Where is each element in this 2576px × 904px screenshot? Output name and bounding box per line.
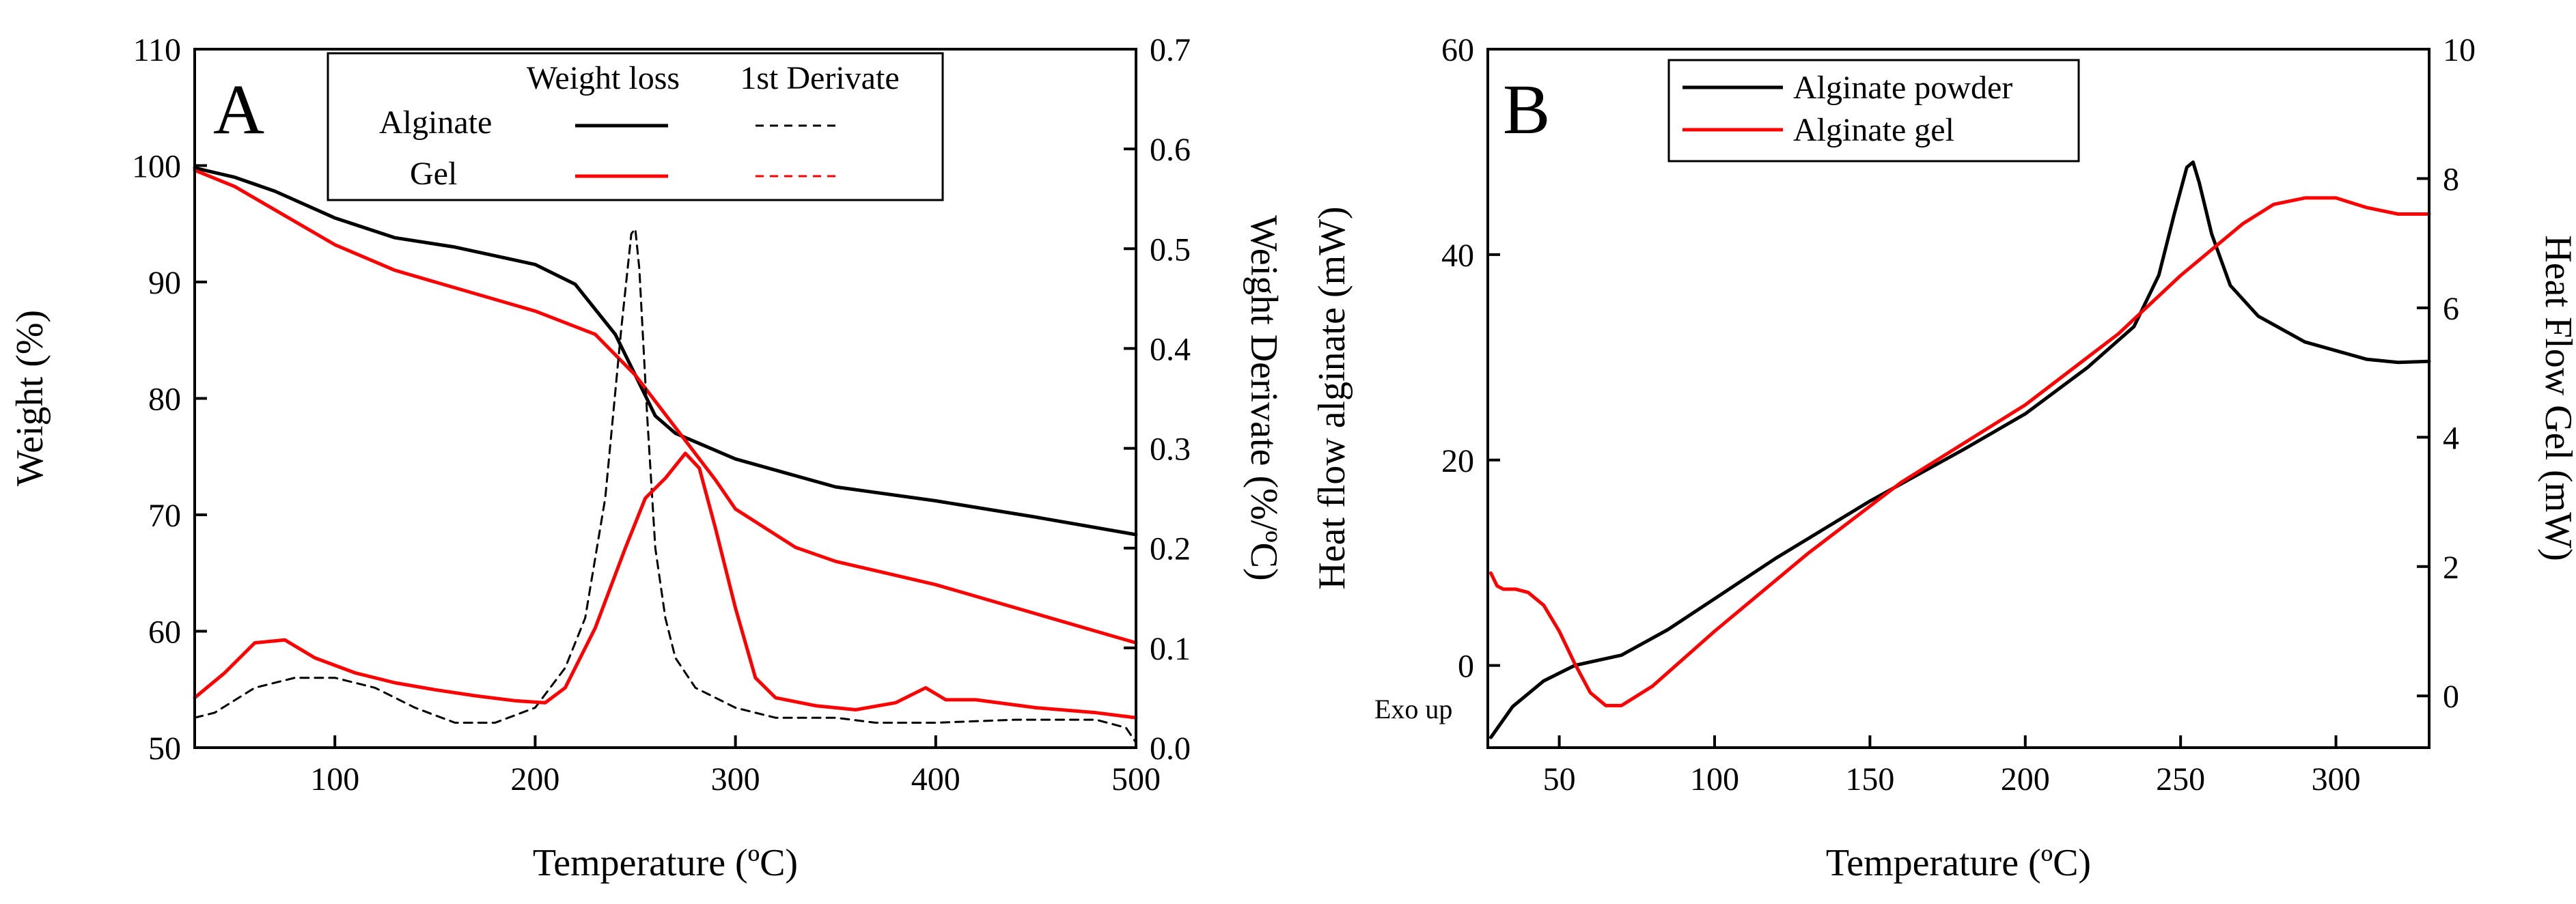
xtick-label: 150 (1845, 761, 1894, 797)
xtick-label: 250 (2156, 761, 2205, 797)
panel-b-ylabel: Heat flow alginate (mW) (1311, 206, 1353, 589)
legend-label-alginate-gel: Alginate gel (1793, 112, 1954, 148)
xtick-label: 400 (911, 761, 960, 797)
legend-row-alginate: Alginate (379, 104, 492, 141)
xtick-label: 300 (2312, 761, 2361, 797)
ytick-label: 70 (148, 498, 181, 534)
panel-a-ylabel: Weight (%) (9, 310, 51, 486)
xtick-label: 100 (1690, 761, 1739, 797)
xtick-label: 500 (1111, 761, 1161, 797)
ytick-label: 80 (148, 382, 181, 418)
xtick-label: 50 (1543, 761, 1576, 797)
exo-up-annotation: Exo up (1374, 694, 1452, 724)
panel-a-ticks: 100 200 300 400 500 50 60 70 80 90 100 110 0.0 0.1 0.2… (132, 32, 1191, 797)
panel-b-legend: Alginate powder Alginate gel (1667, 59, 2080, 163)
ytick-right-label: 6 (2443, 291, 2459, 327)
ytick-label: 60 (148, 615, 181, 651)
ytick-label: 100 (132, 149, 181, 185)
panel-a-xlabel: Temperature (ºC) (533, 842, 798, 884)
ytick-right-label: 2 (2443, 550, 2459, 586)
panel-a-label: A (213, 70, 264, 149)
ytick-right-label: 0.0 (1150, 731, 1191, 767)
series-line-b-0 (1489, 160, 2431, 739)
panel-b-frame (1486, 48, 2430, 749)
ytick-label: 0 (1458, 649, 1474, 685)
legend-col-weight-loss: Weight loss (527, 60, 680, 96)
ytick-label: 20 (1441, 443, 1474, 479)
ytick-right-label: 0.3 (1150, 432, 1191, 468)
xtick-label: 100 (310, 761, 359, 797)
series-line-b-1 (1489, 196, 2431, 707)
panel-b-curves (1489, 160, 2431, 739)
ytick-label: 110 (133, 32, 181, 68)
legend-row-gel: Gel (410, 156, 457, 192)
legend-col-derivate: 1st Derivate (740, 60, 899, 96)
legend-label-alginate-powder: Alginate powder (1793, 70, 2012, 106)
panel-b-ticks: 50 100 150 200 250 300 0 20 40 60 0 2 4 6 8 10 (1441, 32, 2476, 797)
series-line-a-2 (193, 227, 1137, 744)
ytick-label: 40 (1441, 238, 1474, 274)
panel-a-ylabel-right: Weight Derivate (%/ºC) (1243, 215, 1285, 580)
panel-b-ylabel-right: Heat Flow Gel (mW) (2537, 235, 2576, 561)
ytick-right-label: 0.4 (1150, 331, 1191, 367)
series-line-a-0 (193, 166, 1138, 537)
ytick-right-label: 0.6 (1150, 132, 1191, 168)
ytick-right-label: 0.7 (1150, 32, 1191, 68)
ytick-right-label: 0.1 (1150, 631, 1191, 667)
ytick-right-label: 10 (2443, 32, 2476, 68)
xtick-label: 200 (510, 761, 559, 797)
panel-b-legend-box (1667, 59, 2080, 163)
ytick-right-label: 4 (2443, 420, 2459, 456)
ytick-right-label: 0.2 (1150, 531, 1191, 567)
panel-a: 100 200 300 400 500 50 60 70 80 90 100 110 0.0 0.1 0.2… (9, 32, 1285, 884)
panel-a-legend: Weight loss 1st Derivate Alginate Gel (327, 52, 944, 201)
ytick-right-label: 8 (2443, 161, 2459, 197)
panel-a-curves (193, 166, 1138, 744)
ytick-label: 60 (1441, 32, 1474, 68)
ytick-right-label: 0.5 (1150, 231, 1191, 268)
xtick-label: 300 (711, 761, 760, 797)
series-line-a-1 (193, 168, 1138, 645)
panel-b-label: B (1503, 70, 1550, 149)
panel-b-xlabel: Temperature (ºC) (1826, 842, 2091, 884)
xtick-label: 200 (2001, 761, 2050, 797)
ytick-right-label: 0 (2443, 679, 2459, 715)
series-line-a-3 (193, 451, 1138, 720)
panel-b: 50 100 150 200 250 300 0 20 40 60 0 2 4 6 8 10 B Temper… (1311, 32, 2576, 884)
ytick-label: 50 (148, 731, 181, 767)
ytick-label: 90 (148, 265, 181, 301)
